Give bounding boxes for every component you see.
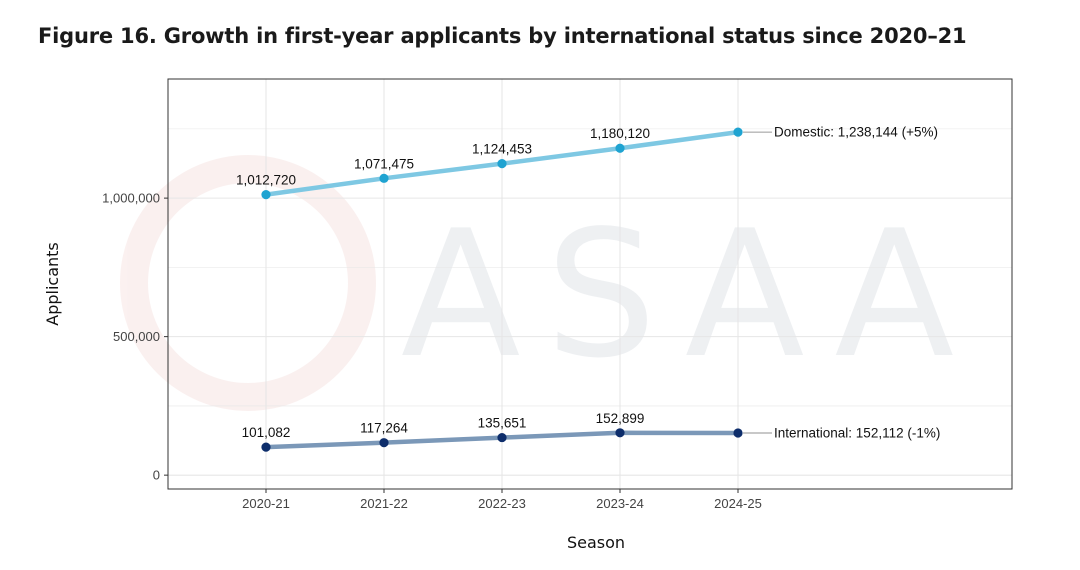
x-tick-label: 2023-24 xyxy=(596,496,644,511)
international-data-label: 135,651 xyxy=(478,416,527,431)
domestic-data-label: 1,012,720 xyxy=(236,173,296,188)
domestic-data-label: 1,180,120 xyxy=(590,126,650,141)
domestic-data-point xyxy=(733,127,743,137)
domestic-end-label: Domestic: 1,238,144 (+5%) xyxy=(774,125,938,140)
international-data-point xyxy=(379,438,389,448)
plot-panel xyxy=(167,78,1013,490)
watermark-seal-inner xyxy=(148,183,348,383)
x-tick-label: 2024-25 xyxy=(714,496,762,511)
domestic-data-label: 1,124,453 xyxy=(472,142,532,157)
international-end-label: International: 152,112 (-1%) xyxy=(774,426,940,441)
x-tick-label: 2022-23 xyxy=(478,496,526,511)
figure-title: Figure 16. Growth in first-year applican… xyxy=(38,24,967,48)
y-tick-label: 1,000,000 xyxy=(102,191,160,206)
international-data-point xyxy=(261,442,271,452)
domestic-data-point xyxy=(379,173,389,183)
international-data-label: 117,264 xyxy=(360,421,408,436)
domestic-data-point xyxy=(615,143,625,153)
international-data-label: 152,899 xyxy=(596,411,645,426)
international-data-label: 101,082 xyxy=(242,425,291,440)
international-data-point xyxy=(733,428,743,438)
international-data-point xyxy=(615,428,625,438)
y-tick-label: 0 xyxy=(153,468,160,483)
x-tick-label: 2020-21 xyxy=(242,496,290,511)
domestic-data-point xyxy=(497,159,507,169)
watermark-text: ASAA xyxy=(401,194,979,397)
y-tick-label: 500,000 xyxy=(113,329,160,344)
watermark-seal-icon xyxy=(120,155,376,411)
x-axis-title: Season xyxy=(567,533,625,552)
international-data-point xyxy=(497,432,507,443)
y-axis-title: Applicants xyxy=(43,242,62,326)
x-tick-label: 2021-22 xyxy=(360,496,408,511)
domestic-data-label: 1,071,475 xyxy=(354,156,414,171)
asaa-watermark: ASAA xyxy=(120,155,979,411)
domestic-data-point xyxy=(261,189,271,200)
